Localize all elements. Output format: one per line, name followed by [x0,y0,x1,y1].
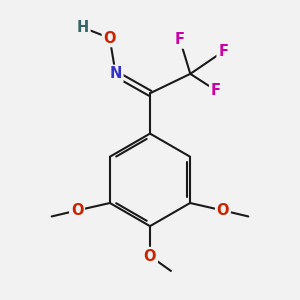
Text: O: O [103,31,116,46]
Text: N: N [110,66,122,81]
Text: F: F [218,44,228,59]
Text: O: O [71,203,83,218]
Text: F: F [175,32,185,47]
Text: F: F [211,83,221,98]
Text: O: O [144,248,156,263]
Text: H: H [77,20,89,35]
Text: O: O [217,203,229,218]
